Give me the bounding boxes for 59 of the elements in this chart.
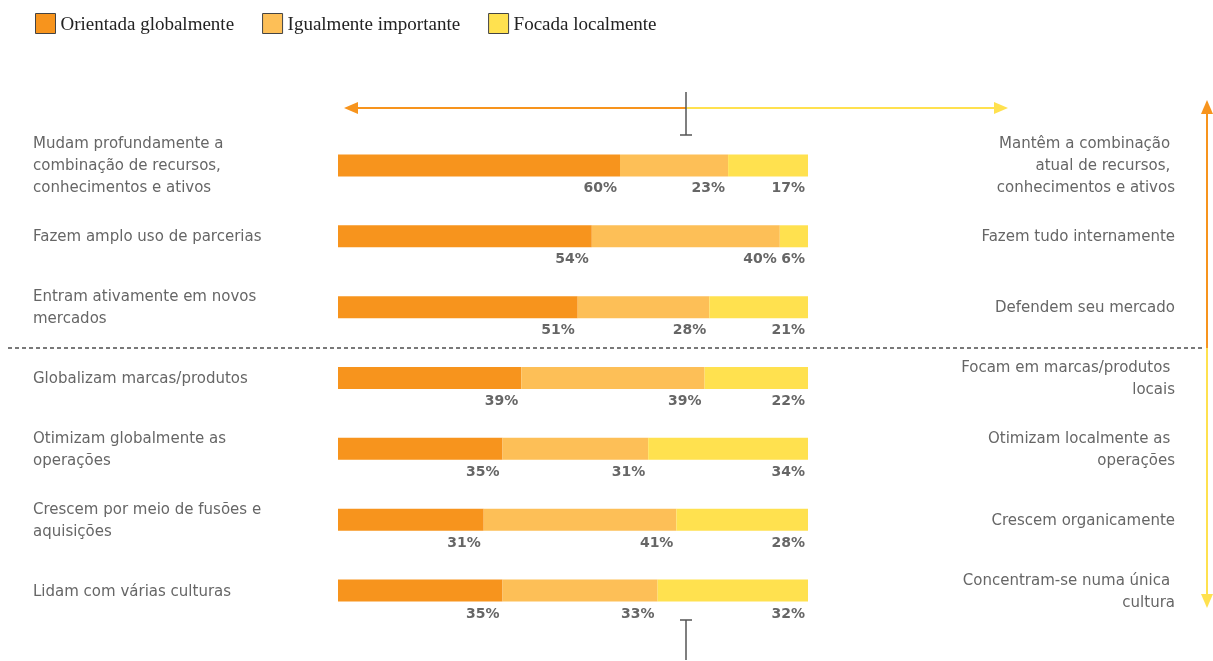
y2-tick-label: Concentram-se numa única cultura — [962, 570, 1175, 611]
data-label: 28% — [672, 321, 707, 338]
data-label: 34% — [771, 462, 805, 479]
y-tick-label: Crescem por meio de fusões e aquisições — [33, 499, 266, 540]
y-tick-label: Mudam profundamente a combinação de recursos, conhecimentos e ativos — [33, 134, 229, 197]
bar — [338, 154, 620, 177]
bar — [502, 579, 658, 602]
data-label: 23% — [691, 179, 726, 196]
bar — [648, 437, 808, 460]
y2-tick-label: Defendem seu mercado — [994, 298, 1175, 317]
y2-tick-label: Fazem tudo internamente — [981, 227, 1175, 246]
bar — [338, 296, 578, 319]
bar — [338, 508, 484, 531]
bar — [521, 367, 705, 389]
bar — [704, 367, 808, 389]
y-tick-label: Lidam com várias culturas — [33, 581, 232, 600]
bar — [338, 225, 592, 248]
data-label: 6% — [781, 250, 805, 267]
data-label: 31% — [611, 462, 646, 479]
data-label: 39% — [668, 392, 702, 408]
bar — [483, 508, 677, 531]
legend-label: Igualmente importante — [287, 13, 461, 34]
bar — [338, 367, 522, 389]
bar — [577, 296, 710, 319]
legend-label: Orientada globalmente — [60, 13, 235, 34]
bar — [779, 225, 808, 248]
y-tick-label: Entram ativamente em novos mercados — [33, 287, 262, 328]
legend-label: Focada localmente — [513, 13, 657, 34]
data-label: 33% — [621, 604, 655, 621]
data-label: 60% — [583, 179, 617, 196]
y-tick-label: Fazem amplo uso de parcerias — [33, 227, 262, 246]
data-label: 41% — [639, 533, 674, 550]
y-tick-label: Globalizam marcas/produtos — [33, 369, 249, 387]
y-tick-label: Otimizam globalmente as operações — [33, 428, 231, 469]
y2-tick-label: Otimizam localmente as operações — [987, 428, 1176, 469]
bar — [338, 579, 503, 602]
data-label: 28% — [771, 533, 805, 550]
bar — [728, 154, 808, 177]
y2-tick-label: Crescem organicamente — [991, 510, 1175, 529]
bar — [591, 225, 780, 248]
bar — [676, 508, 808, 531]
data-label: 39% — [484, 392, 519, 408]
data-label: 22% — [771, 392, 805, 408]
bar — [502, 437, 649, 460]
data-label: 35% — [465, 604, 500, 621]
data-label: 17% — [771, 179, 805, 196]
bar — [709, 296, 808, 319]
data-label: 31% — [447, 533, 481, 550]
bar — [338, 437, 503, 460]
data-label: 35% — [465, 462, 500, 479]
data-label: 40% — [743, 250, 777, 267]
data-label: 32% — [771, 604, 805, 621]
data-label: 51% — [541, 321, 575, 338]
y2-tick-label: Mantêm a combinação atual de recursos, conhecimentos e ativos — [996, 134, 1176, 197]
bar — [657, 579, 808, 602]
data-label: 21% — [771, 321, 805, 338]
bar — [620, 154, 729, 177]
y2-tick-label: Focam em marcas/produtos locais — [961, 358, 1176, 398]
data-label: 54% — [555, 250, 589, 267]
